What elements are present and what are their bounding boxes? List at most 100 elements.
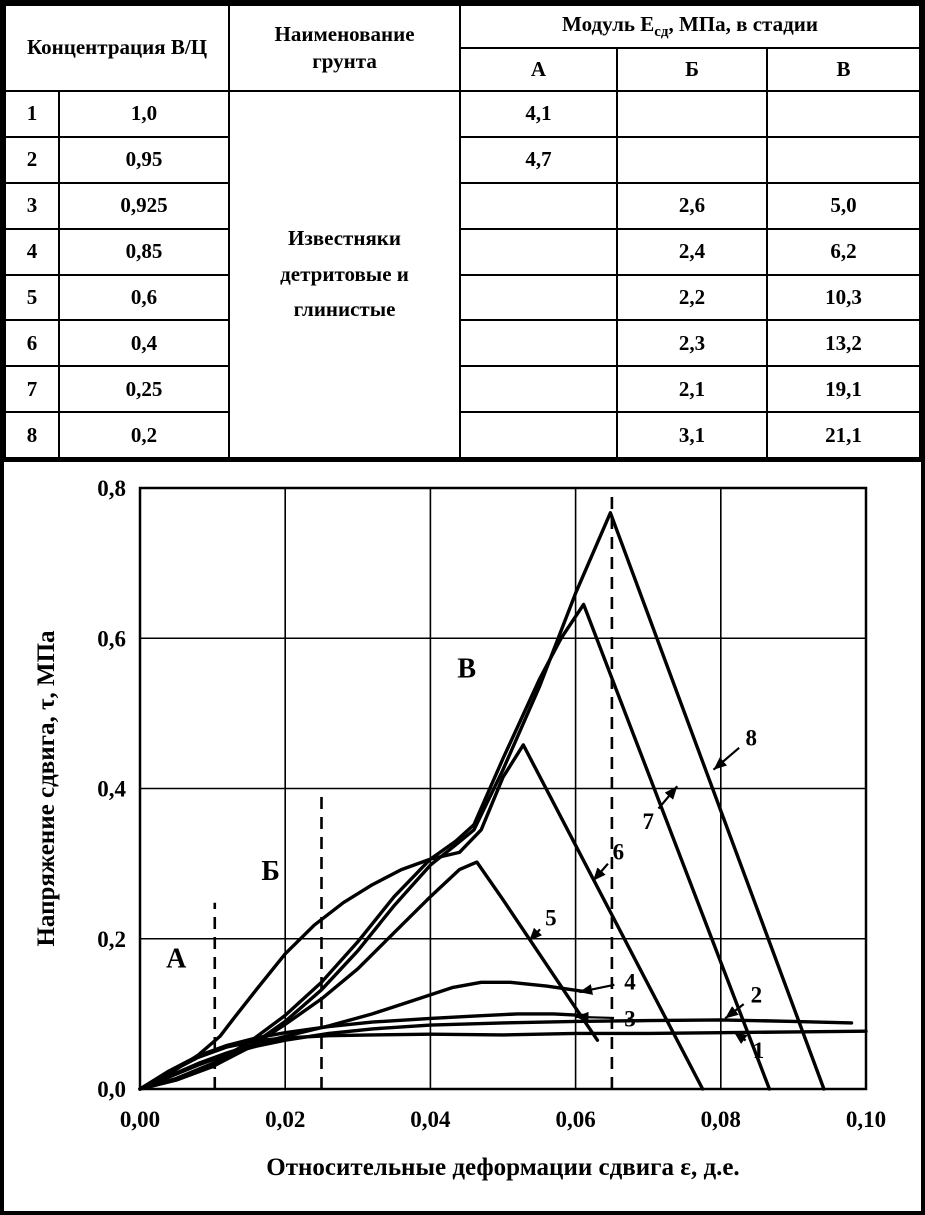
table-row: 4 0,85 2,4 6,2	[4, 227, 921, 276]
row-number: 1	[4, 90, 60, 138]
zone-label-Б: Б	[261, 856, 280, 887]
wc-ratio: 1,0	[57, 90, 231, 138]
curve-arrow-2	[724, 1003, 745, 1020]
header-concentration: Концентрация В/Ц	[4, 4, 231, 92]
shear-stress-chart: А Б В 1 2 3 4 5 67 8 0,0 0,2 0,4 0,6 0,8 0,00 0,02 0,04 0,…	[33, 476, 886, 1181]
table-header-row: Концентрация В/Ц Наименование грунта Мод…	[4, 4, 921, 92]
curve-arrow-6	[592, 862, 609, 882]
stage-b-value: 2,3	[616, 319, 769, 368]
stage-v-value	[766, 135, 921, 184]
header-soil-line1: Наименование	[274, 21, 415, 46]
curve-arrow-5	[528, 927, 543, 942]
row-number: 3	[4, 181, 60, 230]
wc-ratio: 0,95	[57, 135, 231, 184]
plot-border	[138, 486, 868, 1091]
header-stage-v: В	[766, 47, 921, 92]
wc-ratio: 0,6	[57, 273, 231, 322]
curve-arrow-3	[575, 1011, 615, 1023]
stage-a-value	[459, 365, 619, 414]
table-row: 5 0,6 2,2 10,3	[4, 273, 921, 322]
header-modulus-sub: сд	[654, 23, 669, 40]
stage-b-value: 2,2	[616, 273, 769, 322]
wc-ratio: 0,85	[57, 227, 231, 276]
header-stage-b: Б	[616, 47, 769, 92]
stage-a-value	[459, 181, 619, 230]
header-soil-line2: грунта	[312, 49, 377, 73]
y-tick-label: 0,2	[97, 927, 126, 952]
stage-a-value	[459, 227, 619, 276]
x-tick-label: 0,06	[555, 1107, 595, 1132]
soil-name: Известняки детритовые и глинистые	[280, 225, 409, 322]
curve-arrow-8	[712, 746, 740, 771]
curve-label-8: 8	[746, 725, 758, 750]
y-axis-title: Напряжение сдвига, τ, МПа	[33, 630, 60, 947]
curve-label-4: 4	[624, 970, 636, 995]
row-number: 8	[4, 411, 60, 459]
header-modulus-pre: Модуль Е	[562, 11, 655, 36]
stage-a-value: 4,7	[459, 135, 619, 184]
zone-label-В: В	[457, 653, 476, 684]
stage-v-value: 19,1	[766, 365, 921, 414]
curve-label-7: 7	[642, 809, 654, 834]
stage-a-value: 4,1	[459, 90, 619, 138]
x-tick-label: 0,04	[410, 1107, 451, 1132]
curve-label-2: 2	[751, 982, 763, 1007]
curve-arrow-7	[657, 785, 679, 810]
y-tick-label: 0,0	[97, 1077, 126, 1102]
header-modulus-post: , МПа, в стадии	[668, 11, 818, 36]
curve-arrow-4	[579, 983, 615, 995]
table-row: 6 0,4 2,3 13,2	[4, 319, 921, 368]
stage-b-value: 2,1	[616, 365, 769, 414]
table-subheader-row: А Б В	[5, 47, 921, 92]
zone-label-А: А	[166, 943, 187, 974]
stage-a-value	[459, 319, 619, 368]
curve-arrow-1	[733, 1031, 748, 1045]
table-row: 1 1,0 Известняки детритовые и глинистые …	[4, 90, 921, 459]
stage-b-value: 3,1	[616, 411, 769, 459]
x-axis-title: Относительные деформации сдвига ε, д.е.	[266, 1154, 739, 1181]
y-tick-label: 0,8	[97, 476, 126, 501]
x-tick-label: 0,08	[701, 1107, 741, 1132]
y-tick-label: 0,6	[97, 626, 126, 651]
stage-v-value: 13,2	[766, 319, 921, 368]
curve-8	[138, 511, 826, 1091]
modulus-table-section: Концентрация В/Ц Наименование грунта Мод…	[4, 4, 921, 462]
stage-b-value: 2,4	[616, 227, 769, 276]
curve-label-3: 3	[624, 1006, 636, 1031]
table-row: 7 0,25 2,1 19,1	[4, 365, 921, 414]
row-number: 5	[4, 273, 60, 322]
curve-label-1: 1	[753, 1038, 765, 1063]
row-number: 6	[4, 319, 60, 368]
stage-v-value	[766, 90, 921, 138]
row-number: 2	[4, 135, 60, 184]
stage-b-value	[616, 135, 769, 184]
stage-v-value: 10,3	[766, 273, 921, 322]
stage-v-value: 5,0	[766, 181, 921, 230]
curve-4	[138, 980, 585, 1091]
stage-a-value	[459, 273, 619, 322]
wc-ratio: 0,4	[57, 319, 231, 368]
wc-ratio: 0,925	[57, 181, 231, 230]
x-tick-label: 0,02	[265, 1107, 305, 1132]
table-row: 8 0,2 3,1 21,1	[4, 411, 921, 459]
curve-label-5: 5	[545, 906, 557, 931]
curve-label-6: 6	[613, 840, 625, 865]
y-tick-label: 0,4	[97, 777, 126, 802]
header-stage-a: А	[459, 47, 619, 92]
x-tick-label: 0,10	[846, 1107, 886, 1132]
stage-a-value	[459, 411, 619, 459]
soil-name-cell: Известняки детритовые и глинистые	[228, 90, 462, 459]
stage-v-value: 6,2	[766, 227, 921, 276]
curve-2	[138, 1018, 854, 1091]
table-row: 3 0,925 2,6 5,0	[4, 181, 921, 230]
stage-b-value	[616, 90, 769, 138]
curve-3	[138, 1012, 585, 1091]
modulus-table: Концентрация В/Ц Наименование грунта Мод…	[4, 4, 921, 459]
curve-6	[138, 743, 705, 1091]
wc-ratio: 0,25	[57, 365, 231, 414]
header-modulus: Модуль Есд, МПа, в стадии	[459, 4, 921, 49]
header-soil-name: Наименование грунта	[228, 4, 462, 92]
wc-ratio: 0,2	[57, 411, 231, 459]
stage-b-value: 2,6	[616, 181, 769, 230]
